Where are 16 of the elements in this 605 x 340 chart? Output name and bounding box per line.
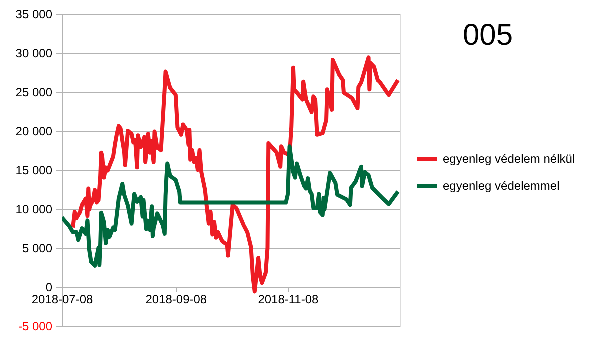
y-tick-label: 5 000 <box>22 242 53 256</box>
x-tick-label: 2018-09-08 <box>146 292 208 306</box>
y-tick-label: 10 000 <box>16 202 53 216</box>
y-tick-label: 15 000 <box>16 164 53 178</box>
line-series <box>71 56 400 294</box>
y-tick-label: 30 000 <box>16 46 53 60</box>
legend-label: egyenleg védelem nélkül <box>443 152 576 166</box>
y-tick-label: 0 <box>46 280 53 294</box>
text: 005 <box>462 19 514 52</box>
x-tick-label: 2018-11-08 <box>258 292 320 306</box>
x-tick-label: 2018-07-08 <box>32 292 94 306</box>
y-tick-label: -5 000 <box>18 320 53 334</box>
y-tick-label: 20 000 <box>16 124 53 138</box>
y-tick-label: 35 000 <box>16 8 53 22</box>
legend-label: egyenleg védelemmel <box>443 179 560 193</box>
y-tick-label: 25 000 <box>16 86 53 100</box>
